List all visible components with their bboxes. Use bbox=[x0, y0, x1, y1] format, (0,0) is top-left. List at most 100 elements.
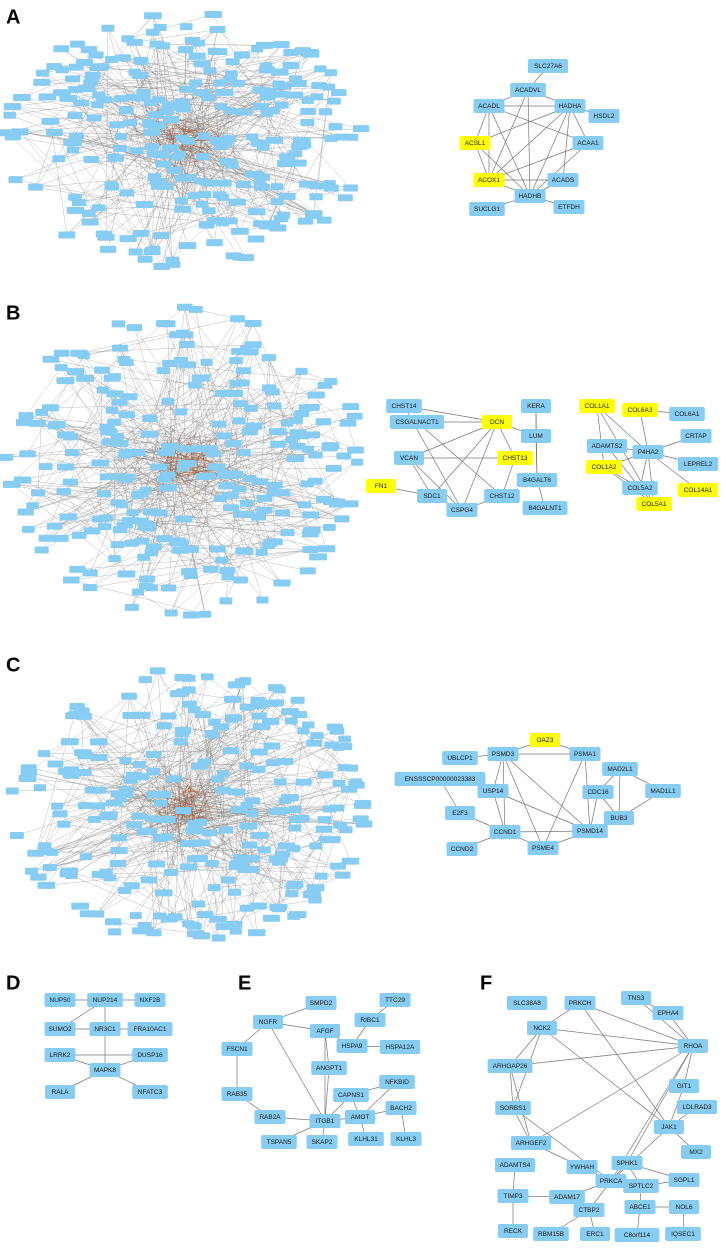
hairball-node bbox=[110, 860, 126, 867]
hairball-node bbox=[308, 391, 325, 398]
hairball-node bbox=[154, 24, 167, 31]
hairball-node bbox=[175, 539, 189, 546]
hairball-node bbox=[69, 64, 84, 71]
hairball-node bbox=[347, 413, 363, 420]
hairball-node bbox=[198, 759, 212, 766]
hairball-node bbox=[71, 903, 89, 910]
hairball-node bbox=[10, 832, 24, 839]
node-label: ITGB1 bbox=[316, 1118, 335, 1125]
hairball-node bbox=[155, 889, 173, 896]
hairball-edge bbox=[92, 79, 284, 86]
hairball-node bbox=[68, 139, 82, 146]
hairball-node bbox=[129, 69, 141, 76]
hairball-node bbox=[266, 759, 280, 766]
node-label: FRA10AC1 bbox=[134, 1026, 167, 1033]
hairball-node bbox=[175, 730, 189, 737]
hairball-node bbox=[309, 553, 327, 560]
hairball-node bbox=[274, 41, 290, 48]
hairball-node bbox=[179, 341, 194, 348]
hairball-node bbox=[225, 472, 239, 479]
node-label: COL1A2 bbox=[592, 464, 617, 471]
node-label: YWHAH bbox=[570, 1164, 595, 1171]
hairball-edge bbox=[207, 362, 232, 475]
hairball-node bbox=[74, 749, 91, 756]
hairball-node bbox=[125, 604, 139, 611]
hairball-node bbox=[342, 403, 359, 410]
hairball-node bbox=[124, 119, 137, 126]
hairball-node bbox=[78, 802, 91, 809]
hairball-node bbox=[309, 193, 322, 200]
hairball-node bbox=[168, 913, 183, 920]
hairball-node bbox=[53, 45, 69, 52]
hairball-node bbox=[57, 464, 74, 471]
hairball-node bbox=[175, 807, 191, 814]
hairball-node bbox=[121, 693, 137, 700]
node-label: ERC1 bbox=[586, 1231, 604, 1238]
hairball-node bbox=[299, 181, 317, 188]
hairball-node bbox=[213, 723, 229, 730]
hairball-node bbox=[225, 70, 238, 77]
hairball-node bbox=[67, 207, 85, 214]
node-label: CTBP2 bbox=[579, 1207, 600, 1214]
node-label: RIBC1 bbox=[360, 1017, 380, 1024]
hairball-node bbox=[212, 421, 227, 428]
hairball-node bbox=[199, 611, 211, 618]
hairball-node bbox=[115, 133, 127, 140]
hairball-node bbox=[111, 541, 124, 548]
node-label: NOL6 bbox=[676, 1204, 693, 1211]
hairball-node bbox=[182, 920, 194, 927]
hairball-node bbox=[203, 473, 215, 480]
node-label: CCND1 bbox=[494, 829, 517, 836]
hairball-node bbox=[64, 766, 79, 773]
hairball-node bbox=[105, 181, 119, 188]
hairball-node bbox=[343, 500, 358, 507]
node-label: ADAMTS2 bbox=[592, 443, 623, 450]
hairball-node bbox=[264, 88, 276, 95]
hairball-node bbox=[310, 732, 323, 739]
node-label: COL6A3 bbox=[628, 407, 653, 414]
hairball-node bbox=[33, 79, 50, 86]
hairball-node bbox=[136, 201, 153, 208]
hairball-edge bbox=[207, 319, 238, 363]
hairball-node bbox=[131, 813, 145, 820]
hairball-node bbox=[233, 417, 246, 424]
node-label: SLC27A6 bbox=[534, 63, 562, 70]
hairball-node bbox=[231, 348, 245, 355]
hairball-node bbox=[245, 341, 262, 348]
hairball-node bbox=[288, 92, 303, 99]
hairball-node bbox=[172, 547, 188, 554]
hairball-node bbox=[216, 141, 232, 148]
node-label: CRTAP bbox=[685, 433, 706, 440]
node-label: CAPNS1 bbox=[338, 1092, 364, 1099]
hairball-node bbox=[293, 160, 307, 167]
hairball-edge bbox=[84, 335, 176, 356]
hairball-node bbox=[245, 810, 259, 817]
hairball-node bbox=[154, 800, 168, 807]
edge bbox=[648, 452, 654, 504]
hairball-node bbox=[303, 404, 320, 411]
hairball-node bbox=[165, 610, 178, 617]
hairball-node bbox=[175, 197, 188, 204]
node-label: AMOT bbox=[351, 1114, 370, 1121]
hairball-node bbox=[85, 787, 98, 794]
hairball-node bbox=[204, 67, 217, 74]
node-label: VCAN bbox=[400, 455, 418, 462]
hairball-edge bbox=[167, 124, 168, 125]
hairball-node bbox=[193, 60, 210, 67]
hairball-node bbox=[25, 868, 38, 875]
node-label: ACADL bbox=[478, 103, 500, 110]
hairball-node bbox=[317, 816, 331, 823]
node-label: KLHL31 bbox=[354, 1136, 378, 1143]
hairball-node bbox=[26, 502, 38, 509]
hairball-node bbox=[245, 320, 262, 327]
hairball-node bbox=[333, 744, 345, 751]
hairball-node bbox=[46, 849, 58, 856]
node-label: ACADS bbox=[552, 177, 575, 184]
node-label: AFGF bbox=[316, 1028, 333, 1035]
hairball-node bbox=[189, 53, 206, 60]
hairball-node bbox=[215, 390, 233, 397]
hairball-node bbox=[156, 535, 172, 542]
hairball-node bbox=[104, 375, 120, 382]
